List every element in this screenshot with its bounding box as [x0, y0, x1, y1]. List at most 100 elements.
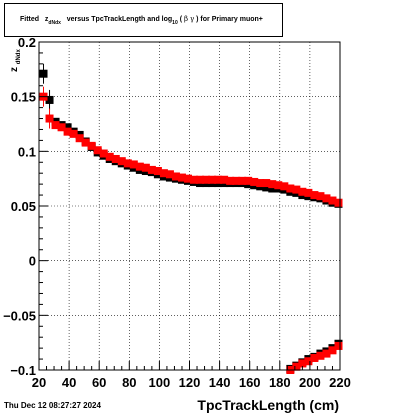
data-point-red: [322, 194, 331, 203]
data-point-red: [226, 176, 235, 185]
data-point-red: [286, 184, 295, 193]
data-point-red: [274, 181, 283, 190]
title-lparen: (: [179, 16, 183, 23]
data-point-red: [292, 185, 301, 194]
data-point-red: [304, 188, 313, 197]
data-point-red: [171, 172, 180, 181]
error-bars: [41, 63, 341, 372]
data-point-black: [63, 123, 72, 132]
grid: [38, 41, 341, 371]
data-point-red: [328, 196, 337, 205]
y-tick-label: −0.1: [10, 363, 36, 378]
data-point-red: [220, 175, 229, 184]
data-point-red: [214, 175, 223, 184]
x-tick-label: 160: [239, 375, 261, 390]
data-point-red: [268, 180, 277, 189]
axes: 20 40 60 80 100 120 140 160 180 200 220 −0.1 −0.05 0 0…: [3, 35, 351, 390]
data-point-red: [63, 127, 72, 136]
data-point-red: [262, 179, 271, 188]
data-point-red: [202, 175, 211, 184]
y-tick-label: 0.1: [18, 144, 36, 159]
title-beta: β: [183, 15, 189, 23]
x-tick-label: 60: [92, 375, 106, 390]
title-prefix: Fitted: [20, 16, 40, 23]
data-point-red: [250, 177, 259, 186]
y-tick-label: 0.2: [18, 35, 36, 50]
data-point-red: [177, 173, 186, 182]
data-point-black: [268, 184, 277, 193]
y-axis-title-sub: dNdx: [16, 49, 22, 65]
y-tick-label: 0.15: [11, 90, 36, 105]
y-tick-label: 0: [29, 254, 36, 269]
data-point-red: [165, 170, 174, 179]
x-tick-label: 200: [299, 375, 321, 390]
data-point-red: [57, 123, 66, 132]
data-point-red: [111, 154, 120, 163]
data-point-red: [81, 138, 90, 147]
x-tick-label: 40: [62, 375, 76, 390]
x-tick-label: 120: [179, 375, 201, 390]
data-point-red: [99, 149, 108, 158]
data-point-red: [105, 152, 114, 161]
x-tick-label: 80: [122, 375, 136, 390]
title-box: Fitted zdNdx versus TpcTrackLength and l…: [4, 3, 283, 37]
timestamp-label: Thu Dec 12 08:27:27 2024: [4, 401, 101, 410]
x-tick-label: 140: [209, 375, 231, 390]
data-point-red: [196, 175, 205, 184]
title-logsub: 10: [172, 20, 178, 26]
chart-title: Fitted zdNdx versus TpcTrackLength and l…: [20, 15, 263, 26]
data-point-black: [262, 183, 271, 192]
title-zvar: z: [44, 16, 49, 23]
data-point-red: [75, 134, 84, 143]
data-point-black: [45, 95, 54, 104]
y-tick-label: −0.05: [3, 308, 36, 323]
data-point-red: [135, 162, 144, 171]
data-point-red: [190, 175, 199, 184]
title-gamma: γ: [189, 15, 195, 23]
data-markers: [39, 69, 343, 374]
y-tick-label: 0.05: [11, 199, 36, 214]
x-axis-title: TpcTrackLength (cm): [197, 397, 339, 413]
title-zsub: dNdx: [48, 20, 61, 26]
data-point-red: [322, 349, 331, 358]
data-point-red: [256, 179, 265, 188]
title-suffix: for Primary muon+: [200, 16, 263, 23]
data-point-red: [141, 163, 150, 172]
data-point-black: [39, 69, 48, 78]
data-point-red: [123, 159, 132, 168]
data-point-red: [316, 351, 325, 360]
data-point-red: [117, 157, 126, 166]
data-point-red: [87, 141, 96, 150]
data-point-red: [153, 167, 162, 176]
data-point-red: [310, 353, 319, 362]
y-axis-title: z dNdx: [9, 49, 22, 72]
data-point-red: [244, 176, 253, 185]
x-tick-label: 20: [32, 375, 46, 390]
data-point-red: [232, 176, 241, 185]
data-point-red: [93, 146, 102, 155]
x-tick-label: 220: [329, 375, 351, 390]
data-point-red: [328, 346, 337, 355]
data-point-red: [159, 169, 168, 178]
data-point-red: [304, 357, 313, 366]
title-middle: versus TpcTrackLength and log: [66, 16, 173, 23]
x-tick-label: 100: [149, 375, 171, 390]
data-point-red: [334, 341, 343, 350]
data-point-red: [280, 182, 289, 191]
data-point-red: [334, 198, 343, 207]
title-rparen: ): [196, 16, 199, 23]
data-point-red: [238, 176, 247, 185]
data-point-red: [69, 129, 78, 138]
x-tick-label: 180: [269, 375, 291, 390]
data-point-red: [45, 114, 54, 123]
data-point-red: [292, 362, 301, 371]
data-point-red: [298, 359, 307, 368]
data-point-red: [51, 121, 60, 130]
data-point-red: [298, 187, 307, 196]
data-point-red: [129, 160, 138, 169]
data-point-red: [208, 175, 217, 184]
data-point-red: [183, 174, 192, 183]
data-point-red: [310, 191, 319, 200]
